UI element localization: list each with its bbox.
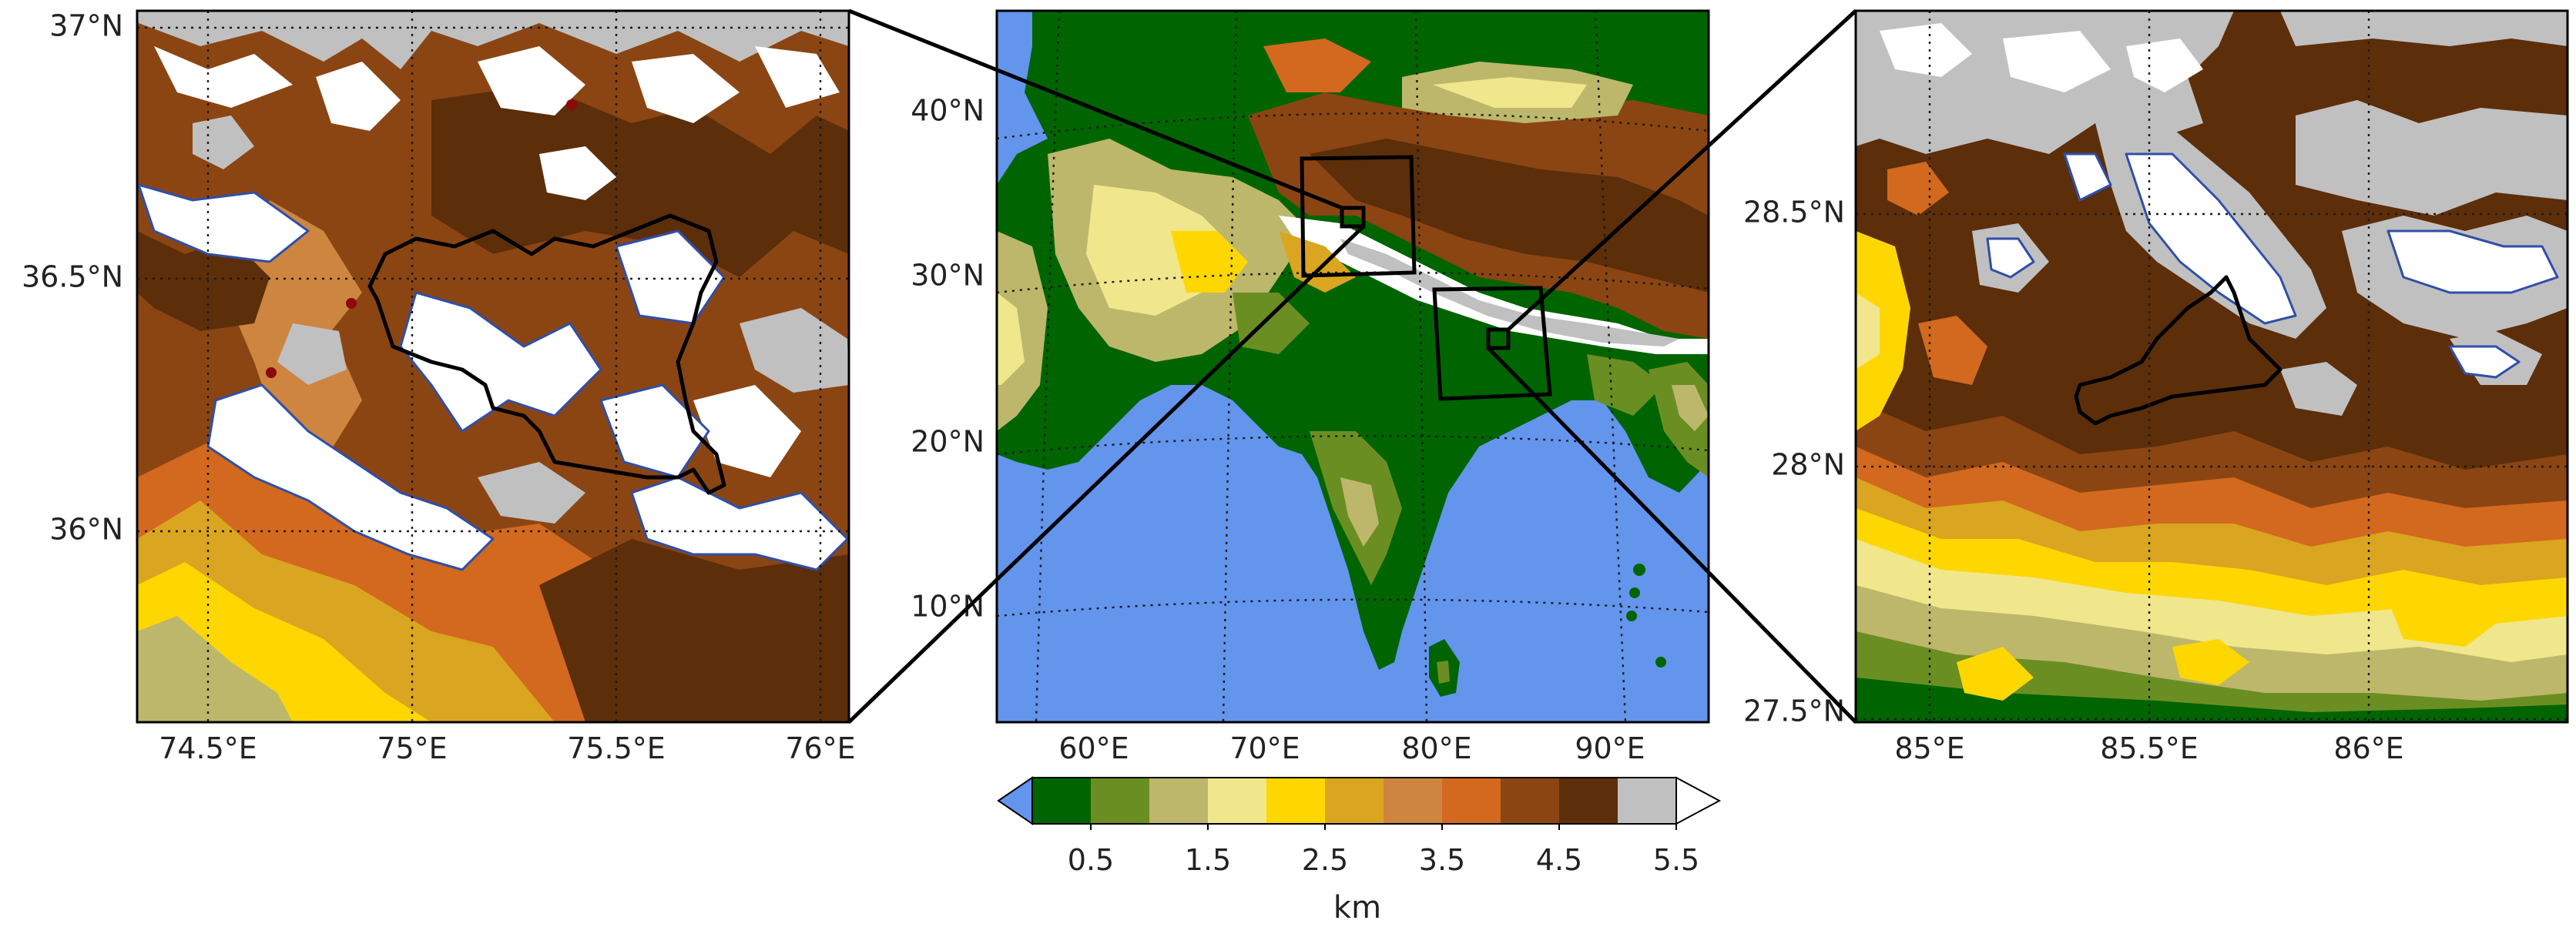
left-gridlines — [137, 11, 849, 722]
colorbar-over-triangle — [1675, 776, 1722, 825]
right-lat-label: 27.5°N — [1743, 694, 1845, 728]
left-lat-label: 37°N — [49, 9, 123, 43]
center-lat-label: 30°N — [911, 259, 984, 293]
right-lon-label: 85°E — [1894, 731, 1964, 765]
nepal-region-box — [1432, 286, 1552, 401]
colorbar-tick-labels: 0.5 1.5 2.5 3.5 4.5 5.5 — [1068, 824, 1699, 877]
center-terrain — [997, 11, 1709, 722]
center-lat-label: 40°N — [911, 94, 984, 128]
colorbar-segment — [1032, 778, 1092, 824]
colorbar-segment — [1501, 778, 1560, 824]
right-terrain — [1856, 11, 2568, 722]
left-basin-outline — [367, 213, 726, 495]
left-zoom-map: 37°N 36.5°N 36°N 74.5°E 75°E 75.5°E 76°E — [22, 9, 856, 766]
colorbar-unit-label: km — [1333, 890, 1381, 925]
left-lat-label: 36.5°N — [22, 260, 123, 294]
nepal-inset-box — [1486, 327, 1511, 350]
colorbar-tick-label: 0.5 — [1068, 843, 1114, 877]
colorbar-segment — [1618, 778, 1677, 824]
colorbar-outline — [1031, 777, 1677, 825]
left-lat-labels: 37°N 36.5°N 36°N — [22, 9, 123, 547]
inset-leader-lines — [847, 8, 1857, 724]
center-lon-label: 70°E — [1229, 731, 1300, 765]
right-lat-labels: 28.5°N 28°N 27.5°N — [1743, 196, 1845, 728]
center-gridlines — [997, 11, 1709, 722]
right-basin-outline — [2074, 275, 2283, 426]
center-lon-label: 80°E — [1401, 731, 1471, 765]
elevation-colorbar: 0.5 1.5 2.5 3.5 4.5 5.5 km — [997, 776, 1722, 925]
colorbar-segment — [1559, 778, 1618, 824]
karakoram-region-box — [1300, 155, 1417, 278]
colorbar-segment — [1208, 778, 1267, 824]
center-lat-labels: 40°N 30°N 20°N 10°N — [911, 94, 984, 624]
right-lat-label: 28°N — [1771, 448, 1845, 482]
left-lon-label: 74.5°E — [159, 731, 257, 765]
center-lon-labels: 60°E 70°E 80°E 90°E — [1058, 731, 1645, 765]
right-lon-label: 86°E — [2333, 731, 2403, 765]
center-lon-label: 90°E — [1575, 731, 1645, 765]
colorbar-tick-label: 4.5 — [1536, 843, 1582, 877]
colorbar-segment — [1442, 778, 1501, 824]
center-lat-label: 20°N — [911, 425, 984, 459]
colorbar-segment — [1091, 778, 1150, 824]
right-gridlines — [1856, 11, 2568, 722]
left-lon-labels: 74.5°E 75°E 75.5°E 76°E — [159, 731, 856, 765]
colorbar-segment — [1384, 778, 1443, 824]
right-zoom-map: 28.5°N 28°N 27.5°N 85°E 85.5°E 86°E — [1743, 9, 2569, 765]
colorbar-segments — [1032, 778, 1677, 824]
left-lat-label: 36°N — [49, 513, 123, 547]
colorbar-tick-label: 3.5 — [1419, 843, 1465, 877]
right-lon-labels: 85°E 85.5°E 86°E — [1894, 731, 2403, 765]
left-lon-label: 75.5°E — [567, 731, 666, 765]
left-lon-label: 76°E — [785, 731, 855, 765]
left-lon-label: 75°E — [377, 731, 447, 765]
left-frame — [136, 9, 850, 724]
center-overview-map: 40°N 30°N 20°N 10°N 60°E 70°E 80°E 90°E — [911, 9, 1710, 765]
colorbar-tick-label: 1.5 — [1185, 843, 1231, 877]
right-frame — [1854, 9, 2569, 724]
colorbar-segment — [1325, 778, 1384, 824]
colorbar-segment — [1266, 778, 1326, 824]
center-lon-label: 60°E — [1058, 731, 1129, 765]
colorbar-segment — [1149, 778, 1209, 824]
center-frame — [995, 9, 1710, 724]
colorbar-under-triangle — [997, 776, 1033, 825]
colorbar-tick-label: 5.5 — [1653, 843, 1699, 877]
center-lat-label: 10°N — [911, 590, 984, 624]
colorbar-tick-label: 2.5 — [1302, 843, 1348, 877]
right-lat-label: 28.5°N — [1743, 196, 1845, 229]
left-terrain — [137, 11, 849, 722]
right-lon-label: 85.5°E — [2100, 731, 2199, 765]
